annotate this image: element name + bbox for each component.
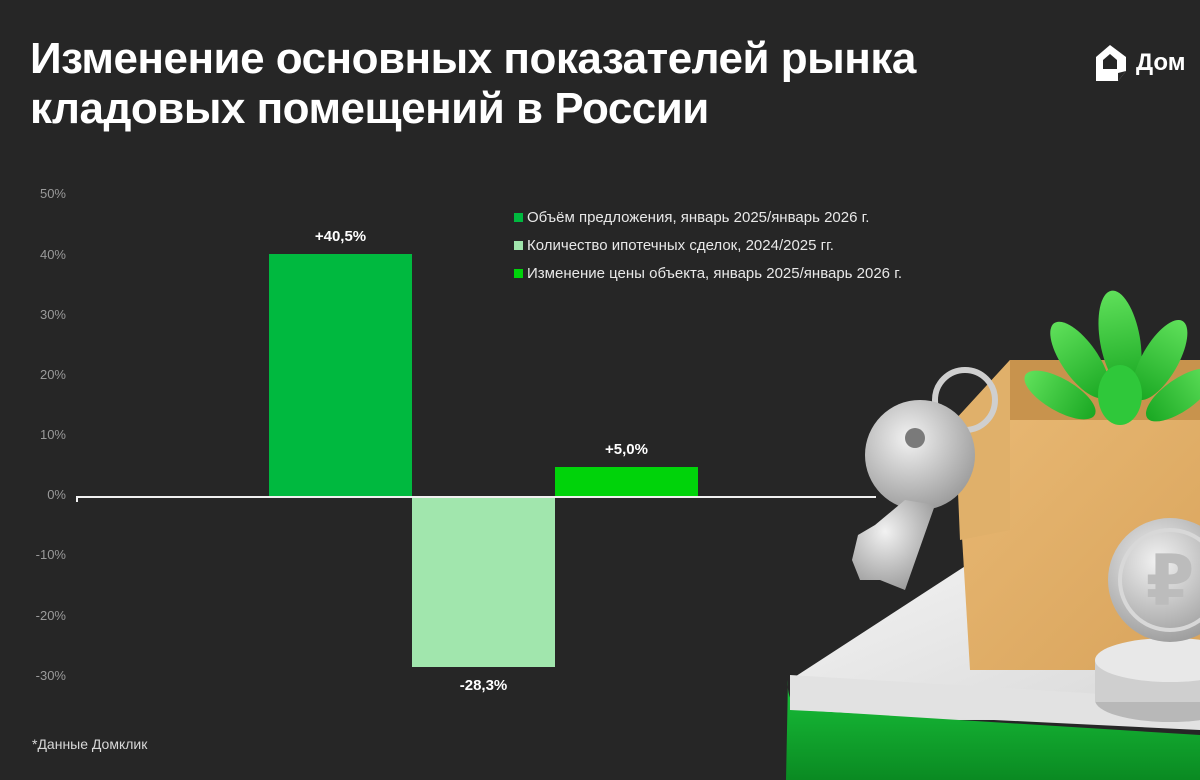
y-tick: 30% xyxy=(39,307,66,322)
legend-item-price-change: Изменение цены объекта, январь 2025/янва… xyxy=(514,259,902,287)
legend-label: Количество ипотечных сделок, 2024/2025 г… xyxy=(527,236,834,254)
key-icon xyxy=(852,367,998,590)
legend-label: Объём предложения, январь 2025/январь 20… xyxy=(527,208,870,226)
legend-swatch xyxy=(514,212,523,222)
bar-mortgage-deals xyxy=(412,497,555,667)
legend-item-mortgage-deals: Количество ипотечных сделок, 2024/2025 г… xyxy=(514,231,902,259)
domclick-logo: Дом xyxy=(1092,43,1186,83)
source-footnote: *Данные Домклик xyxy=(32,736,148,752)
bar-label-supply: +40,5% xyxy=(314,228,367,245)
zero-axis-line xyxy=(76,496,876,498)
y-tick: 40% xyxy=(39,247,66,262)
axis-start-tick xyxy=(76,496,78,502)
logo-text: Дом xyxy=(1136,49,1186,76)
title-line-1: Изменение основных показателей рынка xyxy=(30,34,916,83)
bar-label-price-change: +5,0% xyxy=(605,441,648,458)
legend-label: Изменение цены объекта, январь 2025/янва… xyxy=(527,264,902,282)
page-title: Изменение основных показателей рынка кла… xyxy=(30,34,916,134)
bar-price-change xyxy=(555,467,698,496)
y-tick: 0% xyxy=(47,487,66,502)
bar-supply xyxy=(269,254,412,496)
house-logo-icon xyxy=(1096,45,1126,81)
chart-legend: Объём предложения, январь 2025/январь 20… xyxy=(514,203,902,287)
y-tick: 50% xyxy=(39,186,66,201)
bar-label-mortgage-deals: -28,3% xyxy=(459,677,508,694)
y-tick: -30% xyxy=(35,668,66,683)
title-line-2: кладовых помещений в России xyxy=(30,84,709,133)
y-tick: -10% xyxy=(35,547,66,562)
storage-box-illustration: ₽ xyxy=(786,290,1200,780)
plant-leaves xyxy=(1024,290,1200,425)
ruble-coins: ₽ xyxy=(1095,518,1200,722)
y-tick: 10% xyxy=(39,427,66,442)
svg-text:₽: ₽ xyxy=(1146,540,1195,622)
legend-swatch xyxy=(514,240,523,250)
legend-item-supply: Объём предложения, январь 2025/январь 20… xyxy=(514,203,902,231)
y-tick: 20% xyxy=(39,367,66,382)
legend-swatch xyxy=(514,268,523,278)
y-tick: -20% xyxy=(35,608,66,623)
